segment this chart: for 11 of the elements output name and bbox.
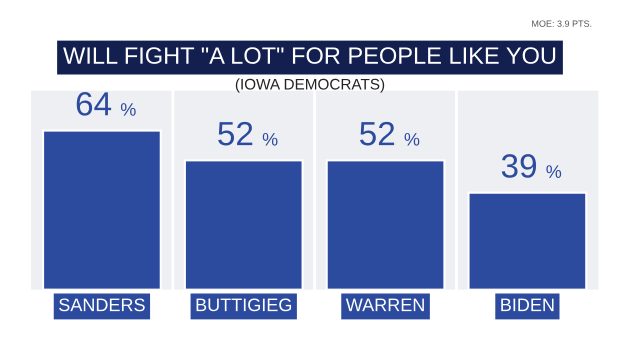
chart-subtitle: (IOWA DEMOCRATS) — [236, 78, 384, 93]
data-label: 64% — [76, 92, 136, 116]
data-label: 52% — [360, 122, 420, 146]
text: MOE: 3.9 PTS. — [532, 20, 592, 27]
x-tick-label: WARREN — [346, 298, 424, 312]
chart-title: WILL FIGHT "A LOT" FOR PEOPLE LIKE YOU — [63, 47, 556, 64]
x-tick-label: BIDEN — [501, 298, 554, 312]
data-label: 39% — [502, 154, 562, 178]
x-tick-label: SANDERS — [59, 298, 145, 312]
x-tick-label: BUTTIGIEG — [196, 298, 292, 312]
data-label: 52% — [218, 122, 278, 146]
